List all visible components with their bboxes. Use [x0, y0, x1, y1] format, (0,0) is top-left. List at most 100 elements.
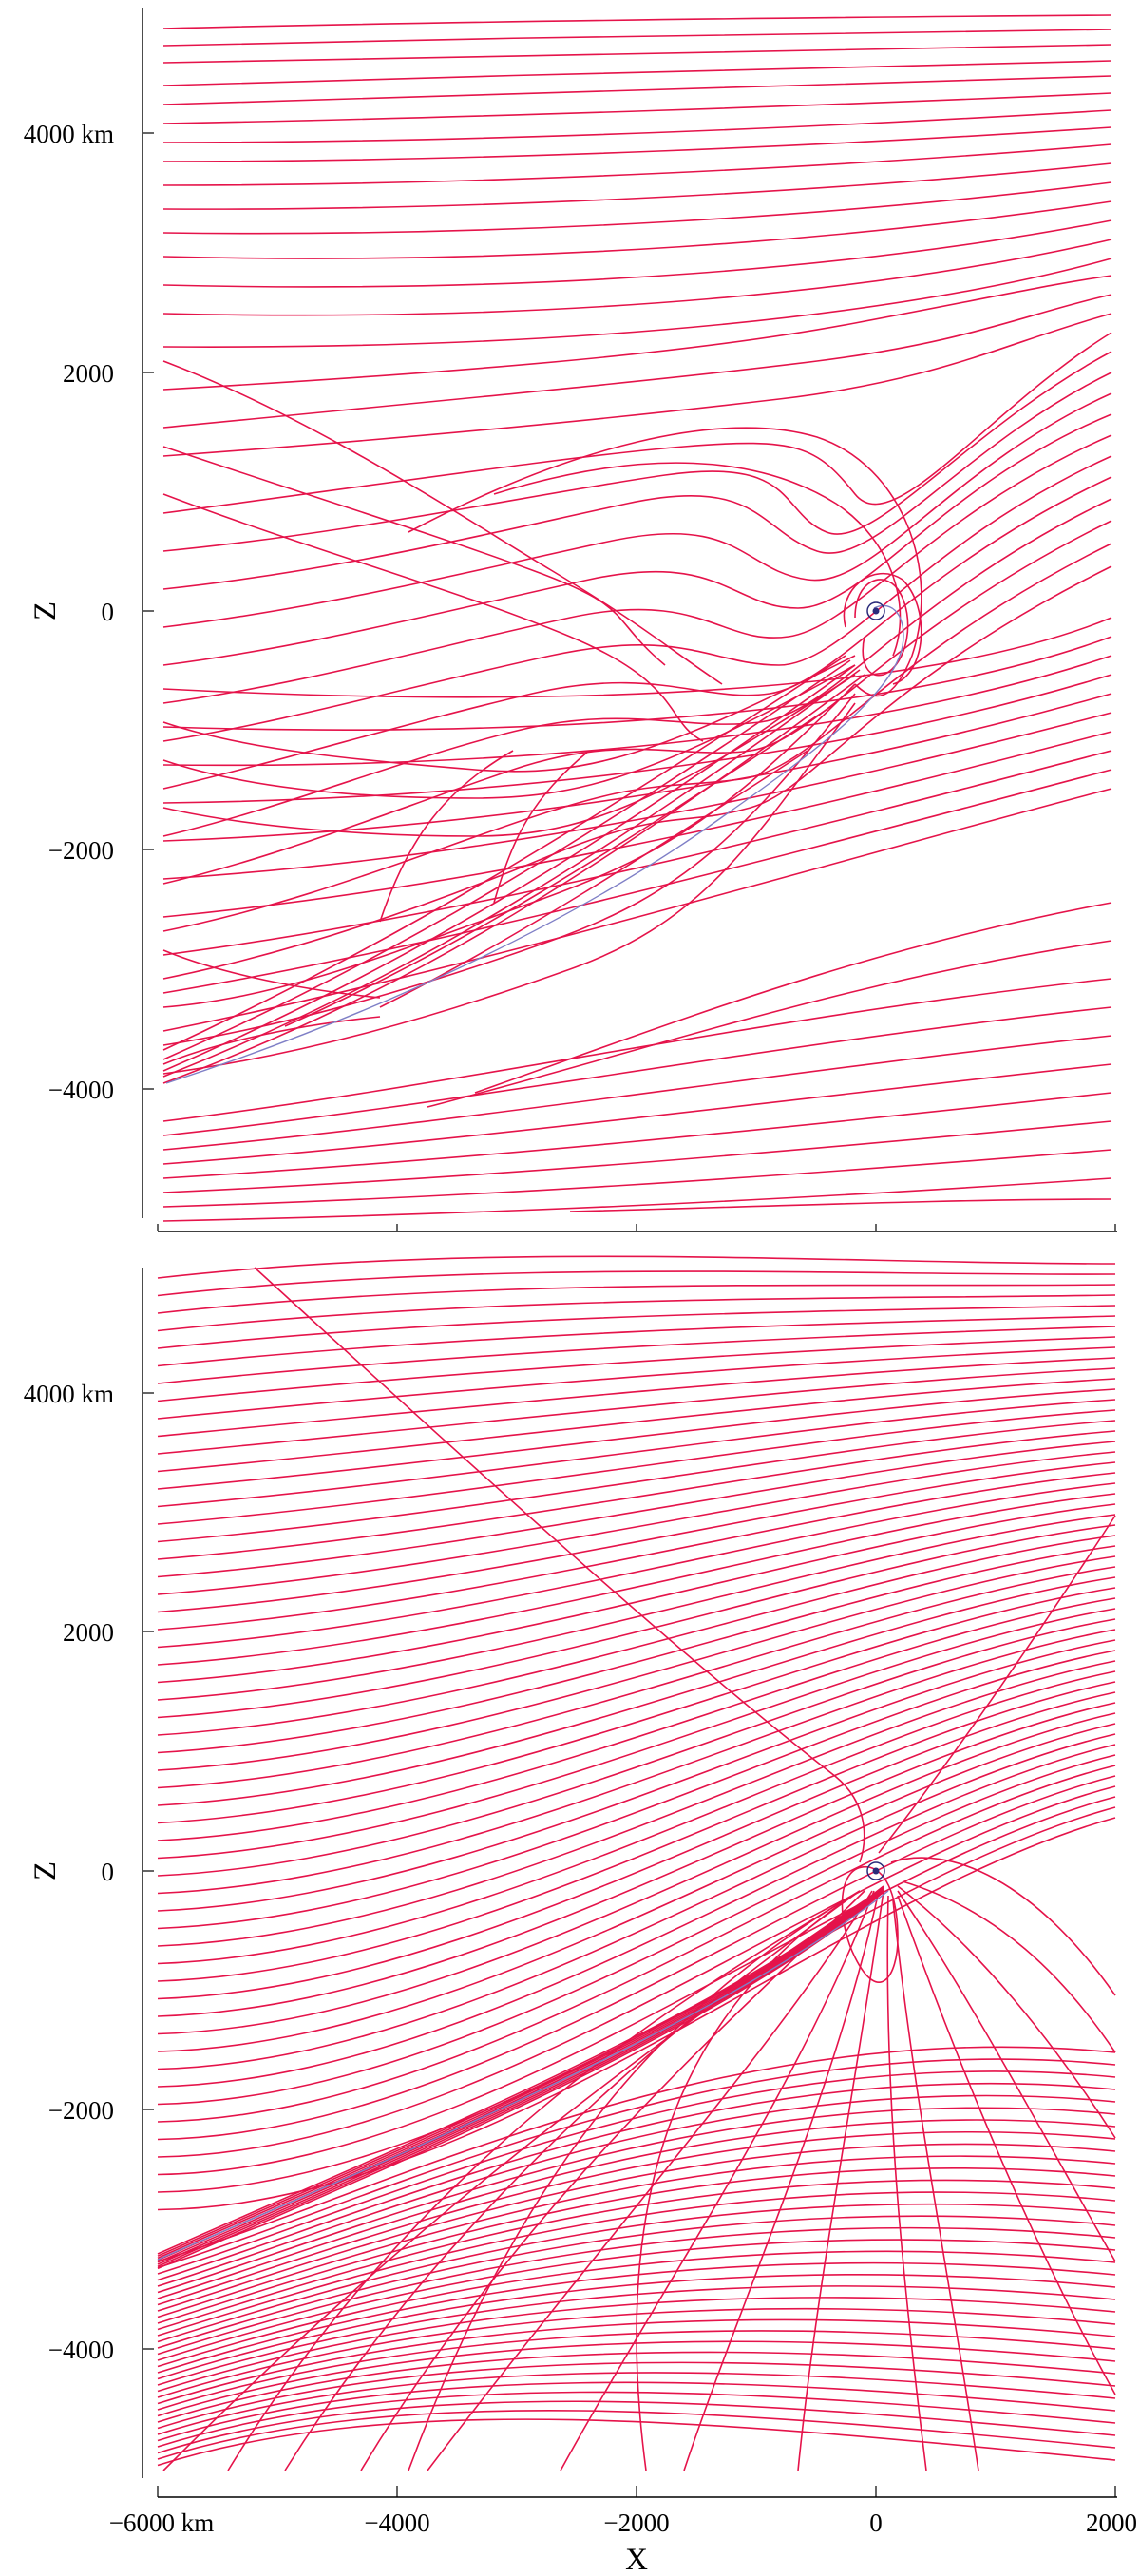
field-line — [157, 2082, 1116, 2281]
field-line — [157, 1336, 1116, 1402]
field-line — [157, 2410, 1116, 2460]
field-line — [162, 372, 1112, 590]
field-line — [157, 1723, 1116, 2052]
field-line — [162, 1149, 1112, 1208]
y-tick-label: 4000 km — [24, 120, 114, 148]
field-line — [162, 655, 1112, 767]
field-line — [157, 2070, 1116, 2275]
field-line — [408, 427, 922, 697]
x-tick-label: −6000 km — [109, 2509, 214, 2537]
field-line — [162, 1120, 1112, 1193]
field-line — [157, 2391, 1116, 2448]
field-line — [157, 1885, 884, 2255]
field-line — [162, 126, 1112, 162]
field-line — [162, 351, 1112, 552]
field-line — [157, 1733, 1116, 2070]
field-line — [157, 1326, 1116, 1384]
y-tick-label: 2000 — [63, 1618, 114, 1647]
field-line — [162, 659, 851, 1060]
field-line — [897, 1895, 1116, 2395]
field-line — [162, 769, 1112, 994]
field-line — [157, 2261, 1116, 2374]
field-line — [157, 2058, 1116, 2269]
bottom-field-lines — [157, 1255, 1116, 2471]
field-line — [162, 702, 856, 1075]
y-tick-label: −4000 — [48, 1076, 114, 1104]
field-line — [157, 1629, 1116, 1895]
y-axis-title: Z — [28, 1861, 63, 1880]
field-line — [162, 493, 704, 742]
field-line — [162, 109, 1112, 143]
field-line — [843, 572, 922, 685]
field-line — [157, 1618, 1116, 1877]
field-line — [162, 617, 1112, 698]
bottom-x-axis: −6000 km −4000 −2000 0 2000 X — [109, 2486, 1137, 2576]
bottom-panel: 4000 km 2000 0 −2000 −4000 Z −6000 km −4… — [24, 1255, 1137, 2576]
y-axis-title: Z — [28, 601, 63, 620]
field-line — [157, 1681, 1116, 1982]
field-line — [157, 1441, 1116, 1578]
field-line — [157, 2361, 1116, 2430]
field-line — [162, 788, 1112, 1032]
field-line — [162, 313, 1112, 457]
field-line — [162, 162, 1112, 210]
field-line — [157, 1754, 1116, 2106]
field-line — [162, 674, 856, 837]
field-line — [162, 664, 856, 799]
field-line — [162, 655, 846, 1051]
y-tick-label: −2000 — [48, 2096, 114, 2125]
field-line — [157, 2274, 1116, 2380]
field-line — [157, 1535, 1116, 1736]
field-line — [162, 565, 1112, 980]
x-tick-label: 2000 — [1086, 2509, 1137, 2537]
boundary-line — [165, 604, 904, 1084]
field-line — [157, 1886, 884, 2257]
field-line — [157, 2203, 1116, 2343]
top-x-axis — [157, 1224, 1117, 1232]
field-line — [157, 1775, 1116, 2141]
y-tick-label: 0 — [102, 598, 115, 626]
field-line — [162, 360, 723, 685]
field-line — [162, 655, 856, 773]
field-line — [162, 29, 1112, 47]
x-tick-label: 0 — [869, 2509, 883, 2537]
bottom-planet — [866, 1861, 885, 1880]
field-line — [162, 693, 1112, 842]
field-line — [157, 1670, 1116, 1965]
field-line — [162, 674, 865, 1084]
field-line — [886, 1895, 927, 2471]
field-line — [157, 1785, 1116, 2158]
field-line — [157, 1597, 1116, 1841]
field-line — [157, 2340, 1116, 2417]
y-tick-label: 4000 km — [24, 1380, 114, 1408]
field-line — [157, 1887, 884, 2261]
field-line — [157, 1712, 1116, 2035]
field-line — [162, 219, 1112, 288]
planet-marker — [866, 1861, 885, 1880]
field-line — [157, 1472, 1116, 1631]
field-line — [157, 2285, 1116, 2386]
field-line — [157, 1796, 1116, 2176]
field-line — [162, 413, 1112, 666]
field-line — [157, 2307, 1116, 2398]
field-line — [157, 2297, 1116, 2393]
field-line — [284, 702, 837, 1027]
field-line — [162, 1016, 381, 1065]
field-line — [162, 75, 1112, 105]
field-line — [157, 1284, 1116, 1314]
field-line — [157, 1514, 1116, 1701]
field-line — [157, 1451, 1116, 1595]
field-line — [162, 60, 1112, 86]
field-line — [797, 1890, 884, 2471]
field-line — [493, 462, 902, 657]
field-line — [162, 258, 1112, 348]
field-line — [157, 2372, 1116, 2435]
field-line — [902, 1880, 1116, 2053]
field-line — [162, 446, 666, 666]
field-line — [157, 2094, 1116, 2287]
field-line — [157, 1650, 1116, 1930]
x-tick-label: −2000 — [603, 2509, 669, 2537]
field-line — [157, 1482, 1116, 1649]
field-line — [157, 1545, 1116, 1754]
